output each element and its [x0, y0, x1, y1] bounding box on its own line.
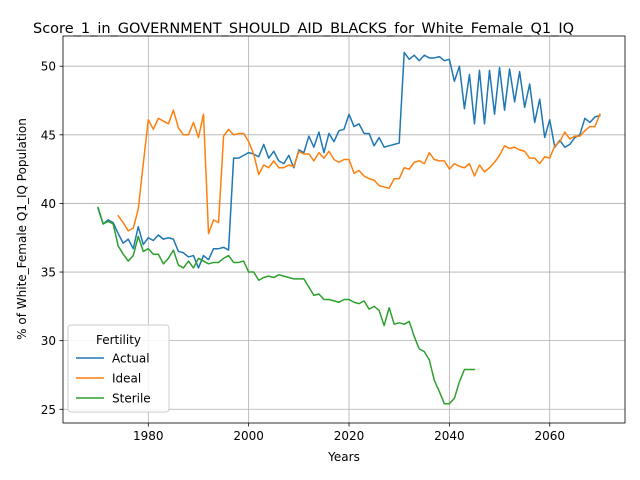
legend-label-ideal: Ideal [112, 372, 141, 386]
chart-title: Score_1_in_GOVERNMENT_SHOULD_AID_BLACKS_… [33, 21, 574, 37]
series-line-sterile [97, 206, 476, 405]
x-axis-ticks: 1980 2000 2020 2040 2060 [133, 423, 565, 443]
legend-label-actual: Actual [112, 352, 150, 366]
y-tick-label: 45 [41, 128, 56, 142]
axes-frame [62, 35, 626, 424]
x-tick-label: 2020 [334, 429, 365, 443]
x-tick-label: 2000 [233, 429, 264, 443]
y-tick-label: 35 [41, 266, 56, 280]
series-line-actual [97, 51, 601, 269]
series-line-ideal [117, 109, 601, 235]
legend-box [67, 324, 170, 413]
x-tick-label: 2040 [434, 429, 465, 443]
series-lines [97, 51, 601, 405]
x-tick-label: 1980 [133, 429, 164, 443]
legend-title: Fertility [96, 333, 141, 347]
y-tick-label: 40 [41, 197, 56, 211]
x-tick-label: 2060 [534, 429, 565, 443]
y-tick-label: 30 [41, 334, 56, 348]
y-axis-ticks: 25 30 35 40 45 50 [41, 60, 63, 417]
y-tick-label: 50 [41, 60, 56, 74]
x-axis-label: Years [327, 450, 360, 464]
legend-label-sterile: Sterile [112, 392, 151, 406]
legend: Fertility Actual Ideal Sterile [67, 324, 170, 413]
y-axis-label: % of White_Female Q1_IQ Population [15, 118, 29, 340]
y-tick-label: 25 [41, 403, 56, 417]
